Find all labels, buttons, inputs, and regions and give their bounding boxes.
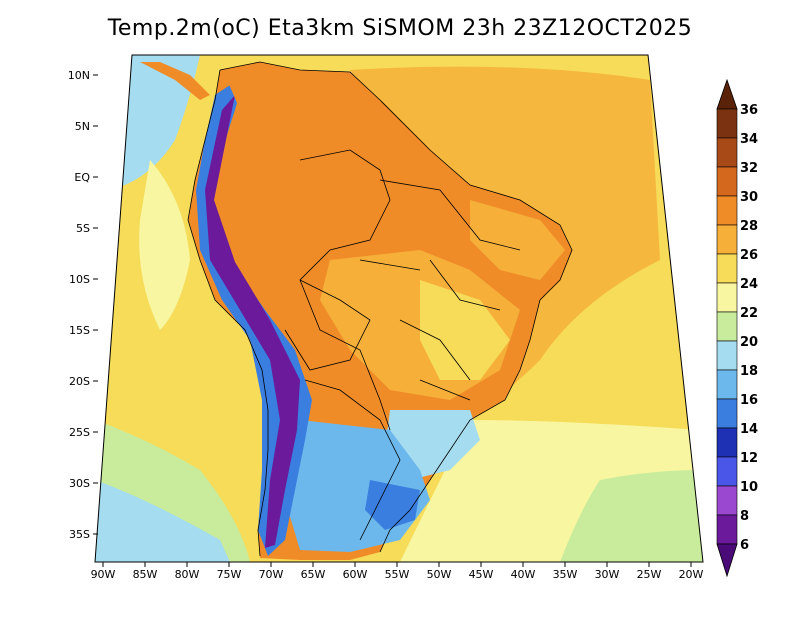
colorbar-cell <box>716 166 738 197</box>
colorbar-label: 26 <box>740 248 758 263</box>
colorbar-cell <box>716 427 738 458</box>
lat-label: 5N <box>75 120 90 133</box>
latitude-labels: 10N 5N EQ 5S 10S 15S 20S 25S 30S 35S <box>68 69 91 541</box>
colorbar-bottom-arrow <box>716 543 738 578</box>
central-america <box>140 62 210 100</box>
brazil-border <box>299 149 391 431</box>
northeast-warm <box>470 200 565 280</box>
lon-label: 30W <box>595 568 620 581</box>
lat-label: 30S <box>69 477 90 490</box>
colorbar-label: 22 <box>740 306 758 321</box>
latitude-ticks <box>93 74 98 535</box>
lat-label: 15S <box>69 324 90 337</box>
lon-label: 35W <box>553 568 578 581</box>
colorbar-top-arrow <box>716 78 738 110</box>
lon-label: 40W <box>511 568 536 581</box>
lon-label: 70W <box>259 568 284 581</box>
lon-label: 45W <box>469 568 494 581</box>
colorbar-label: 24 <box>740 277 758 292</box>
lon-label: 50W <box>427 568 452 581</box>
lon-label: 25W <box>637 568 662 581</box>
lon-label: 65W <box>301 568 326 581</box>
state-lines <box>359 179 521 401</box>
colorbar-label: 30 <box>740 190 758 205</box>
colorbar-cell <box>716 398 738 429</box>
colorbar-label: 10 <box>740 480 758 495</box>
colorbar-label: 34 <box>740 132 758 147</box>
colorbar-cell <box>716 137 738 168</box>
andes-cold <box>205 95 300 548</box>
colorbar-label: 6 <box>740 538 749 553</box>
colorbar-label: 18 <box>740 364 758 379</box>
map-title: Temp.2m(oC) Eta3km SiSMOM 23h 23Z12OCT20… <box>107 16 693 41</box>
colorbar-cell <box>716 108 738 139</box>
colorbar-cell <box>716 514 738 545</box>
lat-label: 20S <box>69 375 90 388</box>
lon-label: 55W <box>385 568 410 581</box>
colorbar-label: 8 <box>740 509 749 524</box>
longitude-ticks <box>102 562 692 567</box>
pacific-colder <box>95 480 230 562</box>
pacific-upwelling <box>139 160 190 330</box>
lon-label: 80W <box>175 568 200 581</box>
argentina-border <box>304 379 401 541</box>
colorbar-cell <box>716 485 738 516</box>
interior-mild <box>420 280 510 380</box>
bolivia-border <box>284 279 371 371</box>
colorbar-label: 28 <box>740 219 758 234</box>
map-frame <box>94 54 704 563</box>
colorbar: 36 34 32 30 28 26 24 22 20 18 16 14 12 1… <box>716 78 758 578</box>
lon-label: 75W <box>217 568 242 581</box>
west-coast <box>187 69 269 557</box>
colorbar-label: 20 <box>740 335 758 350</box>
colorbar-cell <box>716 253 738 284</box>
ocean-cold-southeast <box>560 470 703 562</box>
colorbar-label: 12 <box>740 451 758 466</box>
lon-label: 85W <box>133 568 158 581</box>
lon-label: 60W <box>343 568 368 581</box>
lon-label: 20W <box>679 568 704 581</box>
lon-label: 90W <box>91 568 116 581</box>
colorbar-cell <box>716 282 738 313</box>
lat-label: 35S <box>69 528 90 541</box>
colorbar-cell <box>716 340 738 371</box>
lat-label: 5S <box>76 222 90 235</box>
lat-label: EQ <box>74 171 90 184</box>
lat-label: 25S <box>69 426 90 439</box>
andes-north-warm <box>225 62 290 110</box>
pacific-north-cool <box>110 55 200 190</box>
colorbar-cell <box>716 456 738 487</box>
map-field <box>95 55 703 562</box>
colorbar-cell <box>716 195 738 226</box>
colorbar-cell <box>716 311 738 342</box>
colorbar-label: 36 <box>740 103 758 118</box>
colorbar-label: 16 <box>740 393 758 408</box>
longitude-labels: 90W 85W 80W 75W 70W 65W 60W 55W 50W 45W … <box>91 568 704 581</box>
colorbar-label: 14 <box>740 422 758 437</box>
lat-label: 10N <box>68 69 90 82</box>
coastline <box>219 61 573 553</box>
country-borders <box>187 61 573 557</box>
colorbar-cell <box>716 224 738 255</box>
colorbar-cell <box>716 369 738 400</box>
lat-label: 10S <box>69 273 90 286</box>
colorbar-label: 32 <box>740 161 758 176</box>
pampa-colder <box>365 480 420 530</box>
